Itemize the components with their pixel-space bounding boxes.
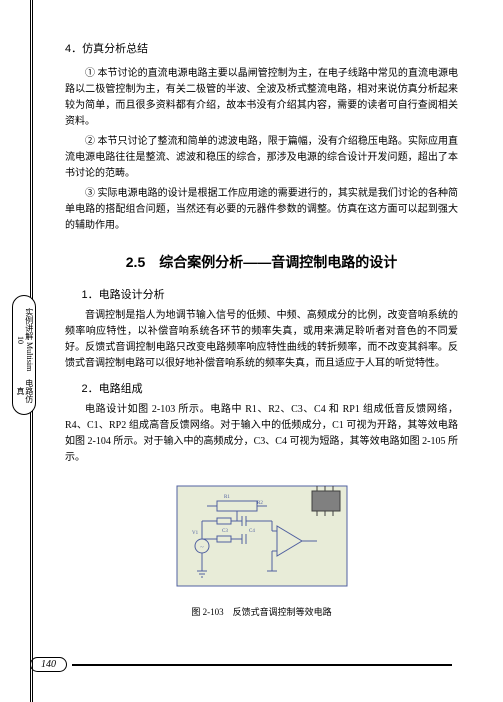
svg-text:C4: C4 <box>249 529 255 534</box>
circuit-figure: ~ <box>65 476 458 618</box>
svg-text:R2: R2 <box>257 501 263 506</box>
side-tab-text-2: 电路仿真 <box>15 375 33 406</box>
figure-caption: 图 2-103 反馈式音调控制等效电路 <box>65 605 458 618</box>
svg-text:V1: V1 <box>192 531 199 536</box>
svg-text:C3: C3 <box>222 529 228 534</box>
para-2: ② 本节只讨论了整流和简单的滤波电路，限于篇幅，没有介绍稳压电路。实际应用直流电… <box>65 134 458 182</box>
page-number-line <box>72 664 452 666</box>
page-number-area: 140 <box>30 657 452 672</box>
subsection-1: 1．电路设计分析 <box>65 286 458 302</box>
svg-text:R1: R1 <box>224 495 230 500</box>
para-5: 电路设计如图 2-103 所示。电路中 R1、R2、C3、C4 和 RP1 组成… <box>65 402 458 466</box>
section-title: 2.5 综合案例分析——音调控制电路的设计 <box>65 252 458 272</box>
side-tab: 实例讲解 Multisim 10 电路仿真 <box>12 295 36 415</box>
para-1: ① 本节讨论的直流电源电路主要以晶闸管控制为主，在电子线路中常见的直流电源电路以… <box>65 66 458 130</box>
side-tab-text-1: 实例讲解 Multisim 10 <box>15 304 33 375</box>
subsection-2: 2．电路组成 <box>65 380 458 396</box>
page-number: 140 <box>30 657 67 672</box>
para-4: 音调控制是指人为地调节输入信号的低频、中频、高频成分的比例，改变音响系统的频率响… <box>65 308 458 372</box>
para-3: ③ 实际电源电路的设计是根据工作应用途的需要进行的，其实就是我们讨论的各种简单电… <box>65 186 458 234</box>
circuit-diagram: ~ <box>157 476 367 596</box>
heading-summary: 4．仿真分析总结 <box>65 40 458 56</box>
